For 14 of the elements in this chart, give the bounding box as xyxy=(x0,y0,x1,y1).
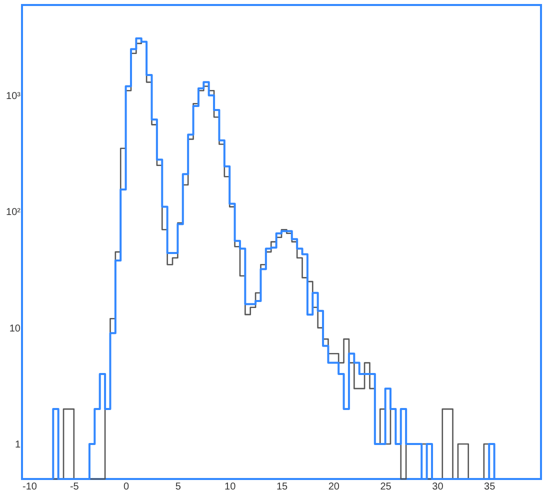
y-tick-label: 10³ xyxy=(6,90,22,102)
x-tick-label: 10 xyxy=(224,482,236,492)
x-tick-label: 20 xyxy=(328,482,340,492)
x-tick-label: -10 xyxy=(22,482,38,492)
y-tick-label: 10² xyxy=(6,207,22,218)
x-tick-label: 15 xyxy=(276,482,288,492)
y-tick-label: 10 xyxy=(9,323,21,334)
x-tick-label: 0 xyxy=(124,482,130,492)
x-tick-label: 5 xyxy=(175,482,182,492)
y-tick-label: 1 xyxy=(14,440,21,451)
x-tick-label: 35 xyxy=(484,482,496,492)
x-tick-label: 30 xyxy=(432,482,444,492)
x-tick-label: -5 xyxy=(70,482,80,492)
x-tick-label: 25 xyxy=(380,482,392,492)
